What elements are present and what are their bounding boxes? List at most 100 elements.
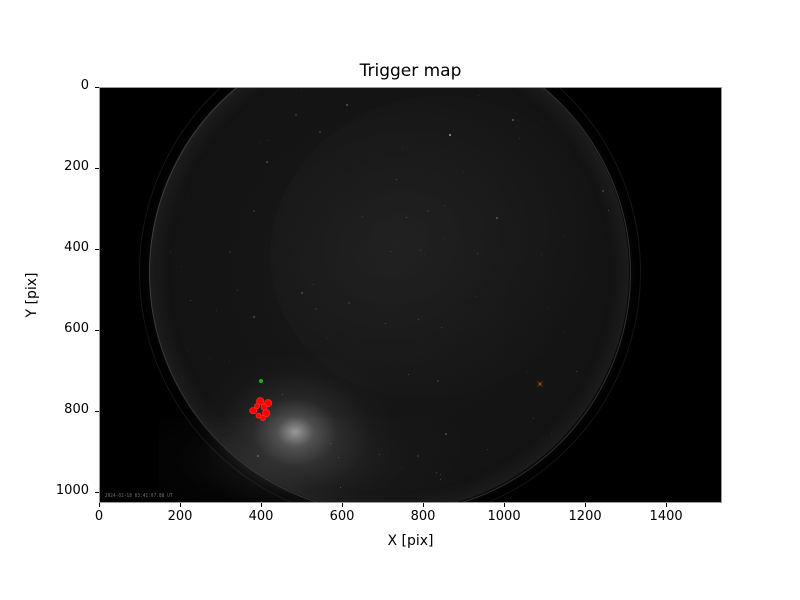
star-point: [318, 131, 321, 134]
star-point: [337, 456, 339, 458]
x-tick-label: 0: [94, 509, 104, 524]
chart-title: Trigger map: [359, 61, 462, 81]
trigger-marker: [259, 415, 266, 421]
star-point: [301, 292, 304, 295]
star-point: [444, 432, 447, 435]
star-point: [417, 318, 419, 320]
star-point: [402, 148, 404, 150]
star-point: [435, 472, 437, 474]
star-point: [463, 171, 465, 173]
sky-band: [230, 87, 638, 441]
star-point: [215, 309, 217, 311]
star-point: [257, 454, 260, 457]
star-point: [541, 253, 543, 255]
x-tick-label: 800: [410, 509, 436, 524]
star-point: [236, 290, 238, 292]
x-tick: [666, 503, 668, 507]
star-point: [532, 418, 534, 420]
trigger-marker: [249, 406, 258, 415]
x-tick-label: 1200: [568, 509, 602, 524]
star-point: [608, 210, 610, 212]
x-tick-label: 600: [329, 509, 355, 524]
y-tick: [95, 87, 99, 88]
star-point: [313, 284, 315, 286]
star-point: [300, 89, 302, 91]
trigger-marker: [256, 397, 265, 405]
horizon-glow: [159, 417, 459, 503]
star-point: [315, 307, 318, 310]
star-point: [228, 250, 231, 253]
star-point: [190, 299, 192, 301]
star-point: [384, 322, 386, 324]
x-tick: [342, 503, 344, 507]
star-point: [442, 238, 444, 240]
timestamp-overlay: 2024-02-18 03:41:07.88 UT: [105, 491, 173, 498]
star-point: [601, 189, 604, 192]
reference-point-marker: [258, 379, 263, 384]
star-point: [437, 379, 440, 382]
star-point: [339, 487, 341, 489]
star-point: [548, 308, 550, 310]
star-point: [550, 432, 552, 434]
x-axis-label: X [pix]: [387, 533, 434, 549]
dome-outer-rim: [139, 87, 641, 503]
star-point: [478, 94, 480, 96]
faint-star: [449, 133, 452, 136]
x-tick-label: 1000: [487, 509, 521, 524]
plot-area[interactable]: 2024-02-18 03:41:07.88 UT: [99, 87, 722, 503]
star-point: [475, 296, 477, 298]
star-point: [345, 103, 348, 106]
x-tick: [261, 503, 263, 507]
y-tick: [95, 329, 99, 331]
star-point: [440, 474, 442, 476]
trigger-marker: [260, 404, 268, 411]
cross-marker: [536, 380, 543, 387]
star-point: [260, 142, 262, 144]
star-point: [187, 349, 189, 351]
star-point: [424, 253, 426, 255]
star-point: [419, 250, 421, 252]
x-tick-label: 400: [248, 509, 274, 524]
star-point: [525, 370, 527, 372]
y-tick: [95, 410, 99, 412]
x-tick: [504, 503, 506, 507]
trigger-marker: [264, 399, 273, 408]
trigger-marker: [253, 403, 260, 410]
star-point: [348, 301, 351, 304]
star-point: [395, 179, 397, 181]
star-point: [228, 360, 230, 362]
x-tick: [99, 503, 100, 507]
dome-horizon-disc: [149, 87, 629, 503]
star-point: [416, 454, 419, 457]
star-point: [295, 114, 298, 117]
star-point: [564, 332, 566, 334]
y-tick: [95, 491, 99, 493]
star-point: [495, 216, 498, 219]
dome-rim-arc: [149, 87, 631, 503]
star-point: [390, 250, 392, 252]
star-point: [576, 371, 578, 373]
star-point: [281, 393, 283, 395]
star-point: [408, 373, 410, 375]
star-point: [444, 205, 446, 207]
star-point: [330, 442, 332, 444]
x-tick: [180, 503, 181, 507]
star-point: [512, 119, 515, 122]
star-point: [252, 210, 255, 213]
x-tick-label: 200: [167, 509, 193, 524]
star-point: [362, 215, 364, 217]
star-point: [564, 236, 566, 238]
star-point: [181, 266, 183, 268]
star-point: [266, 140, 268, 142]
y-axis-label: Y [pix]: [24, 272, 40, 318]
star-point: [427, 210, 430, 213]
y-tick: [95, 167, 99, 169]
star-point: [440, 326, 442, 328]
star-point: [209, 357, 211, 359]
star-point: [401, 467, 403, 469]
x-tick-label: 1400: [649, 509, 683, 524]
x-tick: [585, 503, 587, 507]
star-point: [379, 453, 381, 455]
star-point: [439, 478, 441, 480]
